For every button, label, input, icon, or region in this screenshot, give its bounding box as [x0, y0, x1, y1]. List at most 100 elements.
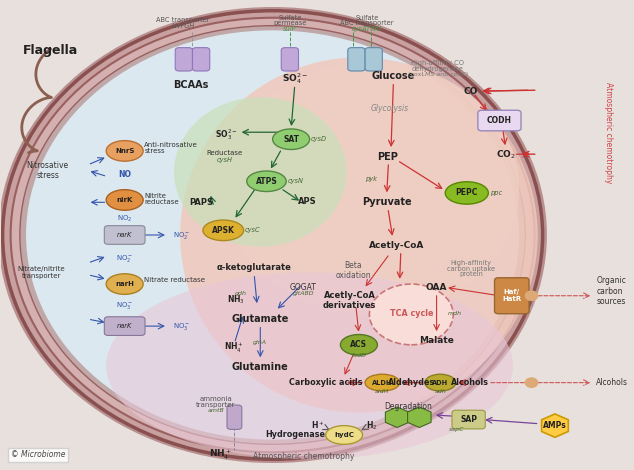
- Text: nirK: nirK: [117, 197, 133, 203]
- Text: SO$_3^{2-}$: SO$_3^{2-}$: [215, 127, 238, 142]
- Text: LivFGH: LivFGH: [172, 23, 195, 29]
- Text: CO$_2$: CO$_2$: [496, 149, 515, 161]
- Circle shape: [526, 291, 538, 300]
- Text: ADH: ADH: [432, 380, 448, 386]
- Text: SAP: SAP: [460, 415, 477, 424]
- FancyBboxPatch shape: [478, 110, 521, 131]
- Text: narH: narH: [115, 281, 134, 287]
- Text: Hydrogenase: Hydrogenase: [265, 431, 325, 439]
- Text: NO: NO: [118, 170, 131, 179]
- Text: ACS: ACS: [351, 340, 368, 349]
- Text: dehydrogenase: dehydrogenase: [412, 66, 463, 71]
- Text: transporter: transporter: [196, 402, 236, 408]
- Text: sulP: sulP: [283, 26, 297, 32]
- Text: narK: narK: [117, 232, 133, 238]
- Text: ABC transporter: ABC transporter: [157, 17, 210, 23]
- Text: HatR: HatR: [502, 297, 521, 303]
- Text: narK: narK: [117, 323, 133, 329]
- Text: Haf/: Haf/: [504, 289, 520, 295]
- Ellipse shape: [3, 11, 543, 459]
- Text: Anti-nitrosative: Anti-nitrosative: [145, 142, 198, 149]
- Text: gdh: gdh: [235, 291, 247, 296]
- Text: carbon uptake: carbon uptake: [447, 266, 495, 272]
- Text: ppc: ppc: [489, 190, 501, 196]
- Text: ammonia: ammonia: [200, 397, 232, 402]
- Text: adh: adh: [434, 390, 446, 394]
- FancyBboxPatch shape: [227, 405, 242, 430]
- FancyBboxPatch shape: [105, 317, 145, 336]
- Text: gltABD: gltABD: [293, 291, 314, 296]
- Ellipse shape: [106, 141, 143, 161]
- Text: NO$_3^-$: NO$_3^-$: [116, 299, 133, 311]
- Text: CO: CO: [464, 86, 478, 95]
- Text: cysN: cysN: [287, 178, 304, 184]
- Text: (coxLMS and cooC): (coxLMS and cooC): [408, 72, 468, 77]
- Text: BCAAs: BCAAs: [174, 80, 209, 91]
- Text: glnA: glnA: [254, 340, 268, 345]
- Ellipse shape: [106, 190, 143, 210]
- Text: Aldehydes: Aldehydes: [387, 378, 435, 387]
- Text: ATPS: ATPS: [256, 177, 277, 186]
- Text: Glucose: Glucose: [372, 71, 415, 81]
- Text: NO$_2^-$: NO$_2^-$: [116, 253, 133, 264]
- Ellipse shape: [425, 374, 456, 391]
- Text: PEP: PEP: [377, 151, 398, 162]
- Ellipse shape: [203, 220, 243, 241]
- Ellipse shape: [326, 426, 363, 444]
- Text: NO$_2$: NO$_2$: [117, 213, 133, 224]
- Ellipse shape: [26, 31, 519, 439]
- FancyBboxPatch shape: [452, 410, 485, 429]
- Text: SO$_4^{2-}$: SO$_4^{2-}$: [281, 71, 308, 86]
- Text: H$_2$: H$_2$: [366, 419, 377, 432]
- Ellipse shape: [11, 18, 534, 452]
- Text: Sulfate: Sulfate: [278, 15, 302, 21]
- Text: H$^+$: H$^+$: [311, 420, 325, 431]
- Text: α-ketoglutarate: α-ketoglutarate: [217, 263, 292, 272]
- Text: Nitrite: Nitrite: [145, 193, 166, 199]
- Ellipse shape: [106, 273, 513, 459]
- Text: ALDH: ALDH: [372, 380, 392, 386]
- Text: Carboxylic acids: Carboxylic acids: [290, 378, 363, 387]
- Text: Nitrate reductase: Nitrate reductase: [145, 277, 205, 283]
- Text: Glycolysis: Glycolysis: [371, 104, 409, 113]
- Text: cysC: cysC: [245, 227, 261, 233]
- Text: NO$_3^-$: NO$_3^-$: [172, 321, 190, 332]
- FancyBboxPatch shape: [495, 278, 529, 314]
- Text: APS: APS: [299, 197, 317, 206]
- Text: Glutamate: Glutamate: [231, 314, 289, 324]
- Text: NH$_4^+$: NH$_4^+$: [224, 341, 243, 355]
- FancyBboxPatch shape: [193, 47, 210, 71]
- Text: Glutamine: Glutamine: [232, 362, 288, 372]
- Text: Atmospheric chemotrophy: Atmospheric chemotrophy: [253, 453, 354, 462]
- Ellipse shape: [273, 129, 309, 149]
- Text: Nitrosative
stress: Nitrosative stress: [27, 161, 68, 180]
- Text: ABC transporter: ABC transporter: [340, 20, 394, 26]
- Text: AMPs: AMPs: [543, 421, 567, 430]
- FancyBboxPatch shape: [105, 226, 145, 244]
- Text: Malate: Malate: [419, 336, 454, 345]
- Text: Alcohols: Alcohols: [451, 378, 489, 387]
- Text: fadD: fadD: [351, 352, 366, 358]
- Text: cysD: cysD: [311, 136, 327, 142]
- Ellipse shape: [20, 26, 526, 444]
- Ellipse shape: [370, 284, 453, 345]
- Text: stress: stress: [145, 148, 165, 154]
- Text: NnrS: NnrS: [115, 148, 134, 154]
- Text: hydC: hydC: [334, 432, 354, 438]
- Text: Flagella: Flagella: [23, 44, 79, 57]
- FancyBboxPatch shape: [348, 47, 365, 71]
- Text: TCA cycle: TCA cycle: [389, 308, 433, 318]
- Text: pyk: pyk: [365, 176, 377, 182]
- Ellipse shape: [174, 97, 347, 247]
- Text: Pyruvate: Pyruvate: [362, 197, 411, 207]
- Text: NO$_2^-$: NO$_2^-$: [172, 229, 190, 241]
- Text: sapC: sapC: [449, 427, 464, 432]
- Text: Acetly-CoA
derivatives: Acetly-CoA derivatives: [323, 291, 377, 310]
- Text: mdh: mdh: [448, 311, 462, 316]
- Text: High-affinity: High-affinity: [451, 260, 491, 266]
- Text: CODH: CODH: [487, 116, 512, 125]
- Ellipse shape: [223, 62, 519, 314]
- Ellipse shape: [0, 7, 547, 463]
- Text: reductase: reductase: [145, 199, 179, 205]
- Text: © Microbiome: © Microbiome: [11, 450, 65, 459]
